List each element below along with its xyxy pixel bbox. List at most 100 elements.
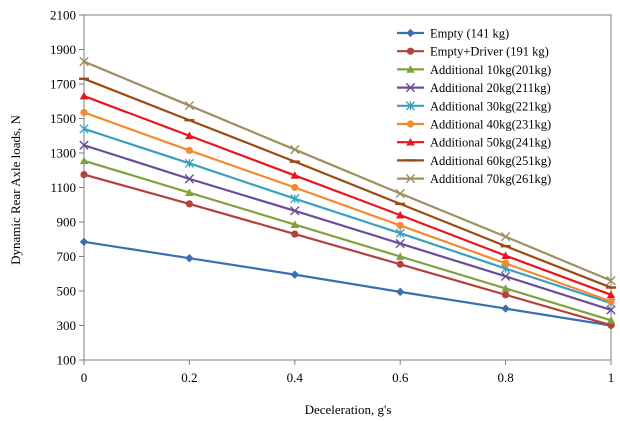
data-point <box>606 290 616 299</box>
series-line <box>83 127 612 305</box>
legend-label: Empty+Driver (191 kg) <box>430 45 549 59</box>
legend-label: Additional 30kg(221kg) <box>430 99 551 113</box>
y-tick-label: 1500 <box>50 111 76 126</box>
y-tick-label: 300 <box>57 318 77 333</box>
x-tick-label: 0.6 <box>392 370 409 385</box>
data-point <box>502 291 510 299</box>
x-tick-label: 0 <box>81 370 88 385</box>
data-point <box>184 174 195 184</box>
data-point <box>79 91 89 100</box>
data-point <box>291 230 299 238</box>
data-point <box>79 156 89 165</box>
data-point <box>79 140 89 150</box>
data-point <box>185 146 193 155</box>
data-point <box>500 231 511 242</box>
data-point <box>395 228 405 238</box>
legend-label: Additional 40kg(231kg) <box>430 118 551 132</box>
series-line <box>83 144 612 312</box>
data-point <box>79 124 89 134</box>
series-6 <box>80 108 615 305</box>
axes: 100 300 500 700 900 1100 1300 1500 1700 1900 2100 0… <box>50 8 614 386</box>
series-line <box>83 111 612 303</box>
data-point <box>291 183 299 192</box>
data-point <box>396 260 404 268</box>
legend-entry: Additional 40kg(231kg) <box>397 118 551 132</box>
legend-entry: Additional 30kg(221kg) <box>397 99 551 113</box>
series-line <box>83 173 612 327</box>
legend-entry: Additional 20kg(211kg) <box>397 81 551 95</box>
legend-entry: Empty+Driver (191 kg) <box>397 45 549 59</box>
legend-label: Additional 50kg(241kg) <box>430 136 551 150</box>
legend: Empty (141 kg) Empty+Driver (191 kg) Addit… <box>397 27 551 186</box>
data-point <box>406 120 415 128</box>
data-point <box>395 188 405 199</box>
data-point <box>405 173 416 184</box>
legend-entry: Additional 70kg(261kg) <box>397 172 551 186</box>
y-tick-label: 100 <box>57 353 77 368</box>
data-point <box>406 28 415 38</box>
data-point <box>290 270 299 279</box>
data-point <box>405 101 416 111</box>
series-2 <box>80 170 615 329</box>
series-7 <box>79 91 616 299</box>
y-tick-label: 900 <box>57 215 77 230</box>
data-point <box>607 297 615 305</box>
data-point <box>606 275 616 286</box>
legend-label: Additional 60kg(251kg) <box>430 154 551 168</box>
data-point <box>184 158 195 169</box>
data-point <box>80 108 88 117</box>
series-5 <box>79 124 616 308</box>
x-tick-label: 1 <box>608 370 615 385</box>
legend-entry: Empty (141 kg) <box>397 27 509 41</box>
series-3 <box>79 156 616 324</box>
data-point <box>396 287 405 297</box>
series-1 <box>79 237 616 330</box>
data-point <box>290 171 299 179</box>
y-tick-label: 500 <box>57 284 77 299</box>
data-point <box>501 251 510 259</box>
data-point <box>290 206 300 216</box>
data-point <box>501 284 510 292</box>
data-point <box>185 131 194 140</box>
x-tick-label: 0.4 <box>287 370 304 385</box>
y-tick-label: 700 <box>57 249 77 264</box>
data-point <box>406 138 415 146</box>
data-point <box>79 56 89 67</box>
legend-label: Empty (141 kg) <box>430 27 509 41</box>
data-point <box>395 238 405 249</box>
y-tick-label: 2100 <box>50 8 76 23</box>
y-tick-label: 1900 <box>50 42 76 57</box>
series-8 <box>79 77 616 289</box>
data-point <box>406 65 415 73</box>
y-tick-label: 1100 <box>50 180 76 195</box>
data-point <box>185 254 194 263</box>
data-point <box>79 237 89 247</box>
data-point <box>185 200 193 208</box>
legend-label: Additional 10kg(201kg) <box>430 63 551 77</box>
data-point <box>185 188 194 197</box>
y-tick-label: 1700 <box>50 77 76 92</box>
legend-entry: Additional 50kg(241kg) <box>397 136 551 150</box>
data-point <box>501 304 510 313</box>
data-point <box>502 259 510 267</box>
series-line <box>83 60 612 282</box>
x-tick-label: 0.2 <box>181 370 197 385</box>
series-line <box>83 77 612 289</box>
data-point <box>290 194 300 204</box>
legend-entry: Additional 10kg(201kg) <box>397 63 551 77</box>
y-axis-title: Dynamic Rear Axle loads, N <box>8 114 23 264</box>
data-point <box>500 271 511 282</box>
x-axis-title: Deceleration, g's <box>305 402 392 417</box>
data-point <box>406 47 415 55</box>
data-point <box>405 82 416 93</box>
legend-label: Additional 20kg(211kg) <box>430 81 551 95</box>
series-4 <box>79 140 616 315</box>
x-tick-label: 0.8 <box>497 370 513 385</box>
data-point <box>396 210 405 219</box>
series-line <box>83 159 612 322</box>
y-tick-label: 1300 <box>50 146 76 161</box>
legend-label: Additional 70kg(261kg) <box>430 172 551 186</box>
data-point <box>184 100 195 111</box>
series-9 <box>79 56 616 286</box>
data-point <box>396 221 404 230</box>
